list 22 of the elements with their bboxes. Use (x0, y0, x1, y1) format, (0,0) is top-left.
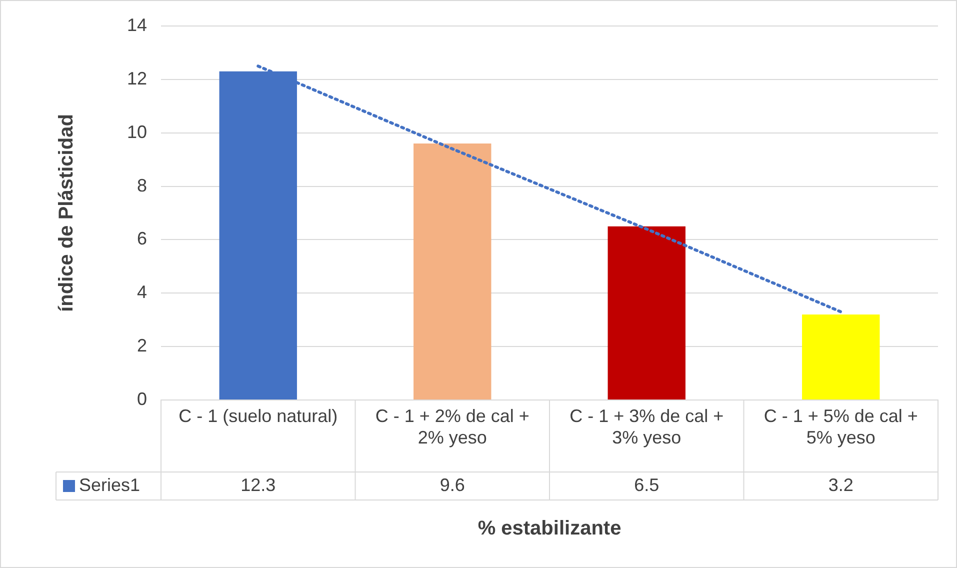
y-tick-label: 14 (126, 14, 147, 35)
bar (414, 144, 492, 400)
x-tick-label: C - 1 + 5% de cal + 5% yeso (764, 406, 918, 448)
bar (608, 226, 686, 400)
y-tick-label: 12 (126, 68, 147, 88)
legend-label: Series1 (79, 474, 140, 495)
y-tick-label: 10 (126, 122, 147, 142)
y-axis-title: índice de Plásticidad (56, 114, 78, 312)
y-tick-label: 2 (136, 336, 147, 356)
bar (802, 314, 880, 400)
x-tick-label: C - 1 (suelo natural) (178, 406, 338, 426)
data-label: 3.2 (828, 474, 854, 495)
data-label: 6.5 (634, 474, 660, 495)
y-tick-label: 8 (136, 175, 147, 196)
x-axis-title: % estabilizante (478, 518, 622, 540)
y-tick-label: 0 (136, 388, 147, 409)
y-tick-label: 4 (136, 282, 147, 302)
y-tick-label: 6 (136, 228, 147, 249)
x-tick-label: C - 1 + 2% de cal + 2% yeso (375, 406, 530, 448)
x-tick-label: C - 1 + 3% de cal + 3% yeso (570, 406, 724, 448)
data-label: 12.3 (240, 474, 276, 495)
data-label: 9.6 (440, 474, 465, 495)
